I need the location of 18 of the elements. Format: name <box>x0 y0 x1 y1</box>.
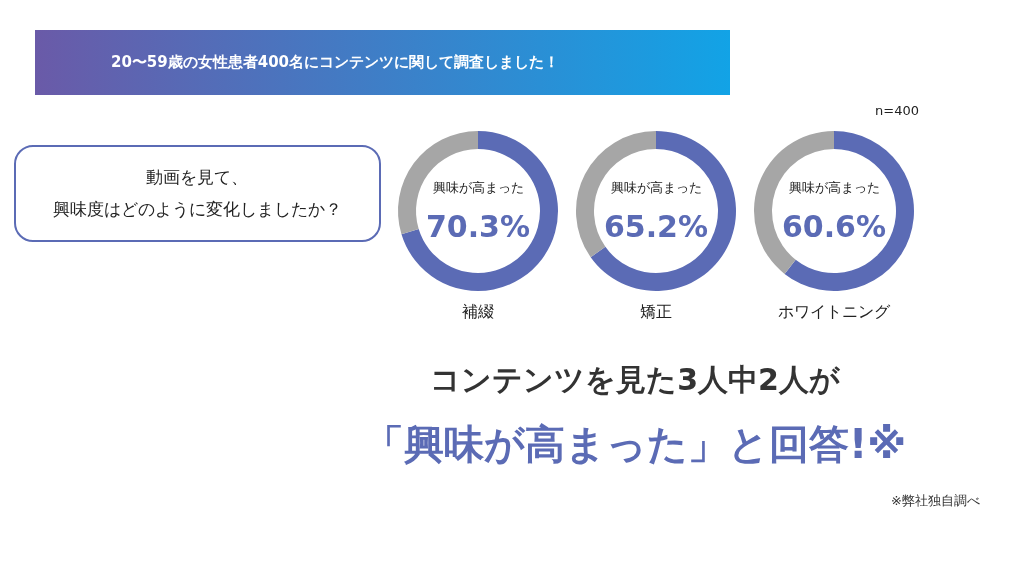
slice-label: 興味が高まった <box>610 180 702 195</box>
donut-slice <box>401 131 558 291</box>
text: ※弊社独自調べ <box>891 493 980 508</box>
slice-label: 興味が高まった <box>432 180 524 195</box>
text: ホワイトニング <box>778 302 891 321</box>
data-label: 60.6% <box>781 209 887 244</box>
text: 矯正 <box>640 302 672 321</box>
text: 補綴 <box>462 302 494 321</box>
text: 動画を見て、興味度はどのように変化しましたか？ <box>52 167 342 219</box>
text: 20〜59歳の女性患者400名にコンテンツに関して調査しました！ <box>110 53 560 71</box>
slice-label: 興味が高まった <box>788 180 880 195</box>
text: 「興味が高まった」と回答!※ <box>363 421 907 467</box>
text: n=400 <box>875 103 919 118</box>
donut-slice <box>784 131 914 291</box>
data-label: 65.2% <box>603 209 709 244</box>
data-label: 70.3% <box>425 209 531 244</box>
text: コンテンツを見た3人中2人が <box>430 362 841 397</box>
donut-slice <box>590 131 736 291</box>
